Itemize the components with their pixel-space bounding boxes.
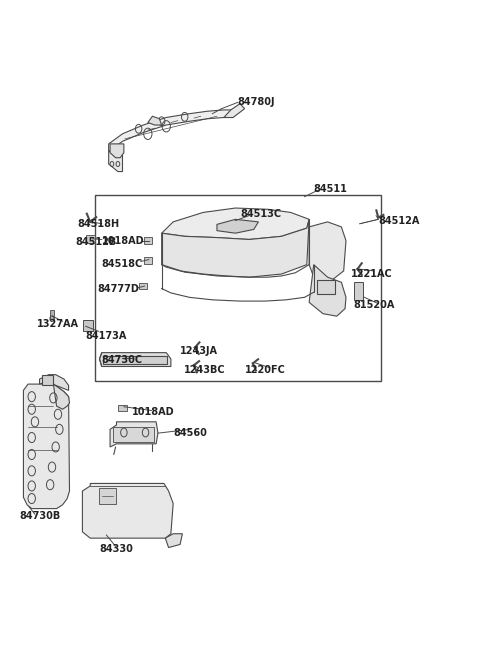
Bar <box>98 488 116 504</box>
Polygon shape <box>162 208 309 240</box>
Text: 1220FC: 1220FC <box>245 365 286 375</box>
Polygon shape <box>53 384 70 409</box>
Polygon shape <box>39 375 69 390</box>
Text: 84518C: 84518C <box>102 259 143 269</box>
Bar <box>139 282 147 290</box>
Text: 1243BC: 1243BC <box>184 365 226 375</box>
Polygon shape <box>83 483 173 538</box>
Polygon shape <box>110 422 158 447</box>
Bar <box>84 320 94 331</box>
Bar <box>42 375 53 385</box>
Text: 84512B: 84512B <box>75 237 117 247</box>
Bar <box>144 237 152 244</box>
Bar <box>119 405 127 411</box>
Polygon shape <box>224 103 245 117</box>
Text: 1243JA: 1243JA <box>180 346 218 356</box>
Polygon shape <box>162 219 309 277</box>
Polygon shape <box>165 534 182 548</box>
Text: 1018AD: 1018AD <box>132 407 174 417</box>
Text: 84777D: 84777D <box>97 284 139 293</box>
Text: 84780J: 84780J <box>238 98 275 107</box>
Text: 84330: 84330 <box>99 544 133 554</box>
Text: 84518H: 84518H <box>78 219 120 229</box>
Polygon shape <box>309 222 346 284</box>
Bar <box>113 427 154 442</box>
Text: 84730C: 84730C <box>102 355 143 365</box>
Text: 84512A: 84512A <box>378 215 420 225</box>
Text: 84511: 84511 <box>314 184 348 194</box>
Bar <box>354 282 363 300</box>
Text: 84730B: 84730B <box>20 511 61 521</box>
Polygon shape <box>24 384 70 508</box>
Polygon shape <box>108 110 233 151</box>
Bar <box>50 310 54 319</box>
Bar <box>103 356 167 364</box>
Text: 1221AC: 1221AC <box>350 269 392 279</box>
Polygon shape <box>148 116 162 125</box>
Text: 81520A: 81520A <box>353 301 394 310</box>
Text: 84560: 84560 <box>173 428 207 438</box>
Polygon shape <box>217 219 258 233</box>
Bar <box>317 280 336 294</box>
Polygon shape <box>309 265 346 316</box>
Bar <box>85 235 95 242</box>
Bar <box>144 257 152 264</box>
Polygon shape <box>110 144 124 158</box>
Polygon shape <box>108 151 122 172</box>
Text: 1327AA: 1327AA <box>37 319 79 329</box>
Polygon shape <box>99 352 171 367</box>
Text: 1018AD: 1018AD <box>102 236 144 246</box>
Text: 84173A: 84173A <box>85 331 127 341</box>
Text: 84513C: 84513C <box>240 210 281 219</box>
Bar <box>95 195 381 381</box>
